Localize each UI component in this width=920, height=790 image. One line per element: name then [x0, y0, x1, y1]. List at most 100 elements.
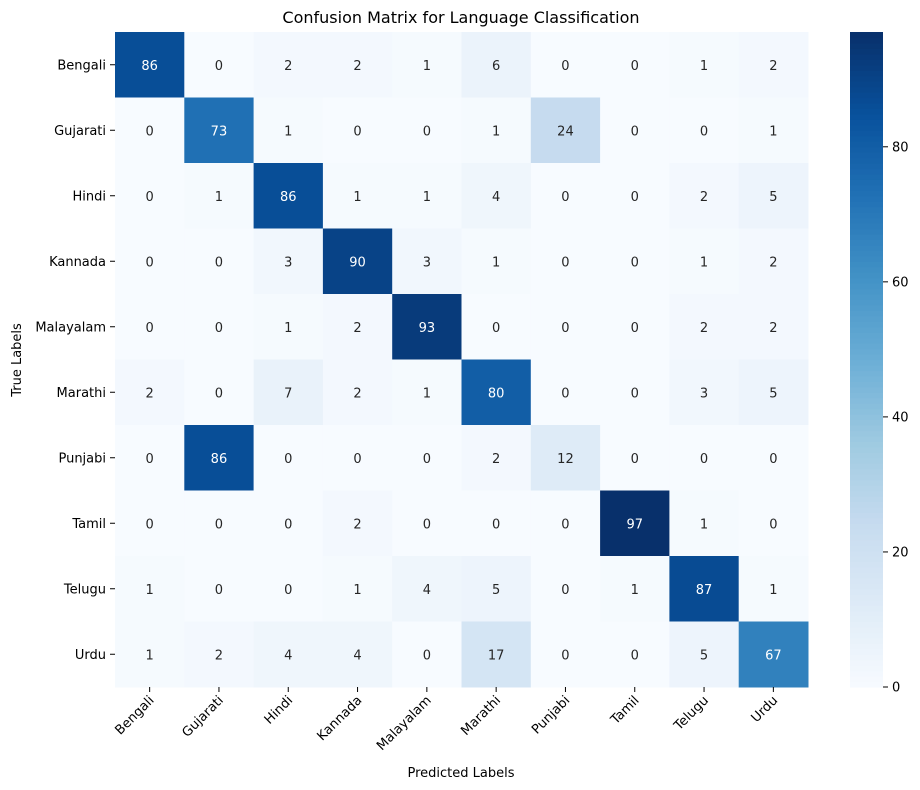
cell-value-label: 3	[423, 255, 431, 270]
colorbar-segment	[850, 266, 883, 273]
heatmap-cell	[184, 97, 255, 164]
colorbar-segment	[850, 490, 883, 497]
heatmap-cell	[530, 490, 601, 557]
colorbar-segment	[850, 375, 883, 382]
heatmap-cell	[461, 425, 532, 491]
cell-value-label: 4	[423, 583, 431, 598]
heatmap-cell	[392, 621, 462, 688]
heatmap-cell	[184, 425, 255, 491]
cell-value-label: 1	[492, 255, 500, 270]
cell-value-label: 90	[349, 255, 366, 270]
cell-value-label: 0	[631, 190, 639, 205]
cell-value-label: 0	[215, 386, 223, 401]
y-tick-label: Gujarati	[54, 124, 106, 139]
heatmap-cell	[461, 228, 532, 295]
colorbar-segment	[850, 648, 883, 655]
colorbar-segment	[850, 163, 883, 170]
cell-value-label: 1	[423, 386, 431, 401]
heatmap-cell	[253, 228, 324, 295]
heatmap-cell	[530, 621, 601, 688]
colorbar-segment	[850, 272, 883, 279]
colorbar-segment	[850, 321, 883, 328]
cell-value-label: 1	[700, 255, 708, 270]
colorbar-segment	[850, 501, 883, 508]
cell-value-label: 97	[626, 517, 643, 532]
y-tick-label: Bengali	[57, 58, 106, 73]
cell-value-label: 0	[146, 124, 154, 139]
colorbar-segment	[850, 414, 883, 421]
colorbar-segment	[850, 408, 883, 415]
colorbar-segment	[850, 206, 883, 213]
heatmap-cell	[392, 32, 462, 98]
heatmap-cell	[600, 490, 670, 557]
x-tick-label: Malayalam	[374, 693, 435, 754]
cell-value-label: 0	[215, 583, 223, 598]
heatmap-cell	[738, 621, 809, 688]
heatmap-cell	[253, 556, 324, 622]
cell-value-label: 0	[423, 452, 431, 467]
cell-value-label: 2	[700, 321, 708, 336]
colorbar-segment	[850, 528, 883, 535]
cell-annotations: 86 0 2 2 1 6 0 0 1 20 73 1 0 0 1 24 0 0 10 1 86 1 1 4 0 0 2 50 0 3 90 3…	[141, 59, 781, 664]
cell-value-label: 0	[700, 452, 708, 467]
cell-value-label: 0	[561, 321, 569, 336]
heatmap-cell	[253, 425, 324, 491]
colorbar-segment	[850, 534, 883, 541]
heatmap-cell	[738, 97, 809, 164]
heatmap-cell	[392, 294, 462, 360]
cell-value-label: 93	[419, 321, 436, 336]
cell-value-label: 0	[215, 517, 223, 532]
cell-value-label: 0	[284, 583, 292, 598]
cell-value-label: 17	[488, 648, 505, 663]
colorbar-segment	[850, 643, 883, 650]
heatmap-cell	[392, 556, 462, 622]
colorbar-segment	[850, 86, 883, 93]
heatmap-cell	[392, 97, 462, 164]
cell-value-label: 0	[353, 452, 361, 467]
cell-value-label: 2	[353, 517, 361, 532]
cell-value-label: 2	[700, 190, 708, 205]
cell-value-label: 1	[353, 583, 361, 598]
cell-value-label: 0	[215, 59, 223, 74]
colorbar-segment	[850, 141, 883, 148]
colorbar-segment	[850, 70, 883, 77]
cell-value-label: 1	[631, 583, 639, 598]
cell-value-label: 24	[557, 124, 574, 139]
cell-value-label: 0	[769, 517, 777, 532]
colorbar-segment	[850, 468, 883, 475]
heatmap-cell	[738, 556, 809, 622]
heatmap-cell	[738, 228, 809, 295]
colorbar-segment	[850, 430, 883, 437]
cell-value-label: 4	[284, 648, 292, 663]
heatmap-cell	[600, 556, 670, 622]
heatmap-cell	[600, 163, 670, 229]
y-tick-label: Marathi	[57, 386, 106, 401]
heatmap-cell	[669, 32, 740, 98]
heatmap-cell	[115, 32, 185, 98]
colorbar-segment	[850, 168, 883, 175]
colorbar-segment	[850, 545, 883, 552]
colorbar-segment	[850, 359, 883, 366]
heatmap-cell	[322, 490, 393, 557]
colorbar-segment	[850, 239, 883, 246]
heatmap-cell	[461, 32, 532, 98]
cell-value-label: 0	[561, 255, 569, 270]
colorbar-segment	[850, 561, 883, 568]
x-axis-label: Predicted Labels	[407, 766, 514, 781]
colorbar-segment	[850, 179, 883, 186]
colorbar-segment	[850, 370, 883, 377]
cell-value-label: 1	[284, 321, 292, 336]
cell-value-label: 3	[700, 386, 708, 401]
colorbar-segment	[850, 610, 883, 617]
colorbar-segment	[850, 195, 883, 202]
colorbar-segment	[850, 130, 883, 137]
colorbar-segment	[850, 53, 883, 60]
cell-value-label: 2	[353, 59, 361, 74]
y-tick-label: Punjabi	[58, 451, 106, 466]
cell-value-label: 2	[769, 255, 777, 270]
heatmap-cell	[322, 163, 393, 229]
cell-value-label: 0	[423, 124, 431, 139]
y-tick-label: Malayalam	[35, 320, 106, 335]
cell-value-label: 80	[488, 386, 505, 401]
